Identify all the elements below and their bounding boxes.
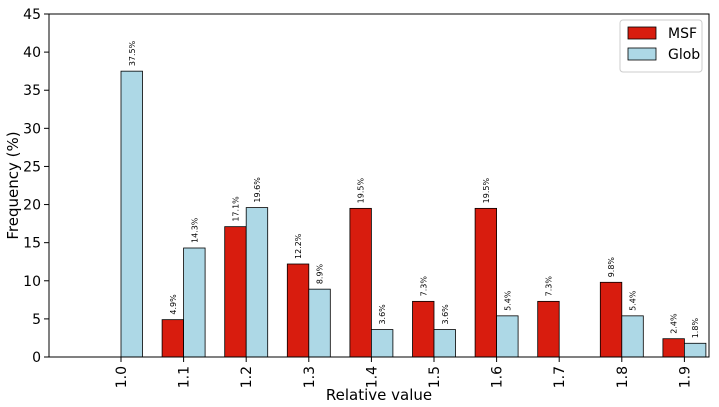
data-label-msf: 9.8% (607, 257, 616, 278)
x-tick-label: 1.7 (552, 366, 568, 388)
plot-frame (48, 13, 710, 358)
x-tick-label: 1.6 (490, 366, 506, 388)
bar-msf-1.9 (662, 338, 685, 358)
data-label-glob: 3.6% (378, 304, 387, 325)
legend-label-msf: MSF (668, 26, 697, 42)
x-axis-ticks: 1.0 1.1 1.2 1.3 1.4 1.5 1.6 1.7 1.8 1.9 (114, 357, 693, 388)
bar-msf-1.6 (474, 207, 498, 358)
y-tick-label: 30 (23, 121, 41, 137)
data-label-glob: 3.6% (441, 304, 450, 325)
data-label-glob: 1.8% (691, 318, 700, 339)
y-tick-label: 20 (23, 198, 41, 214)
bar-msf-1.5 (412, 300, 435, 358)
legend-label-glob: Glob (668, 47, 700, 63)
y-axis-ticks: 0 5 10 15 20 25 30 35 40 45 (23, 7, 49, 366)
data-label-msf: 7.3% (419, 276, 428, 297)
bar-glob-1.2 (245, 207, 269, 358)
y-tick-label: 5 (32, 312, 41, 328)
bar-msf-1.1 (161, 319, 185, 358)
y-axis-title: Frequency (%) (4, 131, 22, 239)
bar-glob-1.5 (433, 329, 456, 358)
legend-swatch-msf (627, 26, 657, 40)
data-label-msf: 4.9% (169, 294, 178, 315)
y-tick-label: 10 (23, 274, 41, 290)
legend-swatch-glob (627, 47, 657, 61)
y-tick-label: 45 (23, 7, 41, 23)
x-tick-label: 1.4 (364, 366, 380, 388)
bar-glob-1.9 (684, 342, 707, 358)
data-label-msf: 7.3% (544, 276, 553, 297)
data-label-msf: 2.4% (670, 313, 679, 334)
data-label-glob: 37.5% (128, 40, 137, 66)
data-label-glob: 5.4% (629, 290, 638, 311)
bar-msf-1.8 (599, 281, 623, 358)
data-labels: 4.9% 17.1% 12.2% 19.5% 7.3% 19.5% 7.3% 9.8% 2.4%… (128, 40, 700, 338)
x-axis-title: Relative value (326, 386, 432, 404)
bar-glob-1.3 (308, 288, 331, 358)
x-tick-label: 1.5 (427, 366, 443, 388)
y-tick-label: 35 (23, 83, 41, 99)
bar-glob-1.0 (120, 70, 143, 358)
x-tick-label: 1.0 (114, 366, 130, 388)
x-tick-label: 1.2 (239, 366, 255, 388)
data-label-glob: 8.9% (316, 263, 325, 284)
bar-glob-1.6 (496, 315, 519, 358)
y-tick-label: 25 (23, 159, 41, 175)
data-label-glob: 14.3% (190, 217, 199, 243)
data-label-msf: 17.1% (231, 196, 240, 222)
x-tick-label: 1.1 (177, 366, 193, 388)
y-tick-label: 40 (23, 45, 41, 61)
x-tick-label: 1.9 (677, 366, 693, 388)
legend: MSF Glob (619, 19, 703, 73)
y-tick-label: 0 (32, 350, 41, 366)
data-label-msf: 19.5% (357, 178, 366, 204)
bar-msf-1.4 (349, 207, 372, 358)
bar-glob-1.8 (621, 315, 644, 358)
bars (120, 70, 707, 358)
data-label-msf: 19.5% (482, 178, 491, 204)
x-tick-label: 1.3 (302, 366, 318, 388)
data-label-glob: 19.6% (253, 177, 262, 203)
data-label-msf: 12.2% (294, 233, 303, 259)
bar-msf-1.7 (537, 300, 560, 358)
bar-glob-1.1 (183, 247, 206, 358)
y-tick-label: 15 (23, 236, 41, 252)
bar-glob-1.4 (370, 329, 394, 358)
x-tick-label: 1.8 (615, 366, 631, 388)
data-label-glob: 5.4% (503, 290, 512, 311)
bar-msf-1.2 (224, 226, 247, 358)
bar-msf-1.3 (286, 263, 310, 358)
